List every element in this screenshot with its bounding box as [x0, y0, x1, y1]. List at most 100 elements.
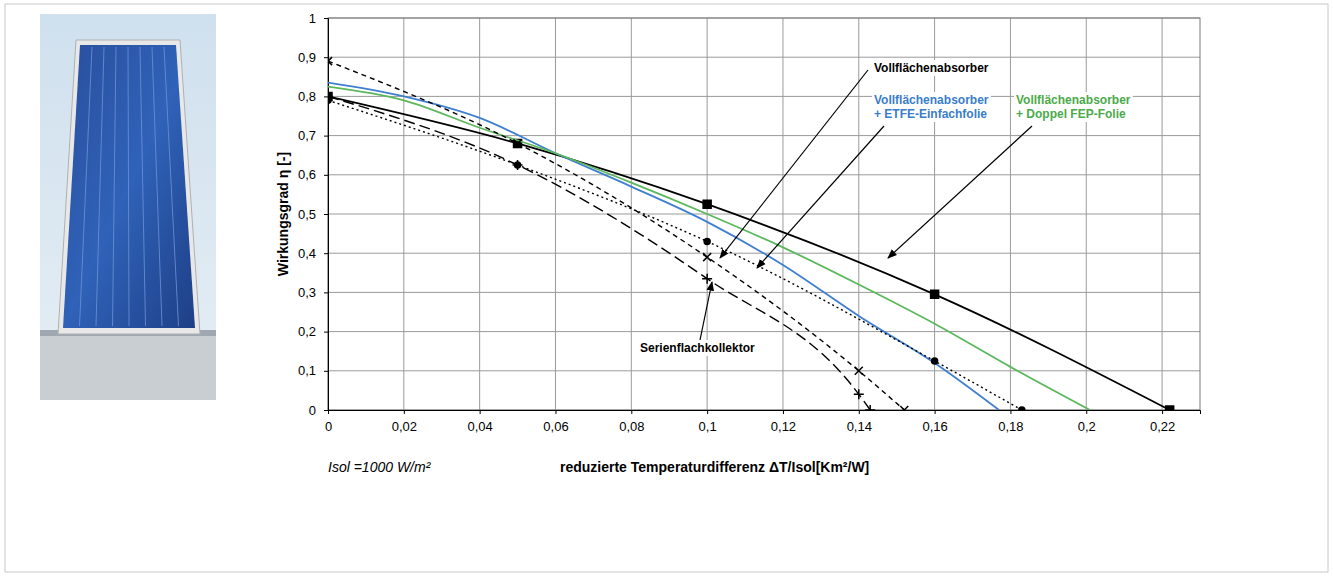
y-tick-mark: [324, 175, 328, 176]
y-tick-mark: [324, 253, 328, 254]
x-tick: 0: [325, 410, 332, 434]
x-tick-label: 0,2: [1078, 419, 1096, 434]
x-tick-label: 0,06: [543, 419, 568, 434]
grid-line-y: [328, 370, 1200, 371]
photo-background: [40, 14, 216, 400]
x-tick-mark: [935, 410, 936, 414]
x-tick-mark: [404, 410, 405, 414]
annotation-arrow: [700, 282, 712, 340]
x-tick: 0,1: [699, 410, 717, 434]
collector-strip: [140, 47, 146, 326]
series-marker: [514, 139, 522, 147]
photo-stand: [40, 336, 216, 400]
annotation: Serienflachkollektor: [638, 282, 757, 356]
y-tick-label: 0,9: [298, 50, 316, 65]
series-group: [328, 57, 1174, 410]
x-tick-label: 0,12: [771, 419, 796, 434]
y-tick: 0: [309, 403, 328, 418]
x-tick: 0,02: [392, 410, 417, 434]
x-tick-label: 0,02: [392, 419, 417, 434]
annotation-text: Serienflachkollektor: [640, 341, 755, 355]
y-axis-line: [324, 19, 329, 411]
x-tick-mark: [859, 410, 860, 414]
y-tick: 0,9: [298, 50, 328, 65]
collector-strip: [96, 47, 104, 326]
collector-frame: [58, 40, 200, 334]
annotation-arrow: [888, 126, 1032, 258]
annotation: Vollflächenabsorber+ ETFE-Einfachfolie: [757, 92, 991, 268]
note: Isol =1000 W/m²: [328, 459, 432, 475]
annotation-line: Vollflächenabsorber: [874, 93, 989, 107]
grid-line-y: [328, 292, 1200, 293]
annotation-line: Vollflächenabsorber: [874, 61, 989, 75]
x-tick: 0,12: [771, 410, 796, 434]
x-tick-mark: [555, 410, 556, 414]
x-tick-label: 0,08: [619, 419, 644, 434]
series-marker: [703, 200, 711, 208]
series-line: [328, 61, 904, 410]
y-axis: 00,10,20,30,40,50,60,70,80,91: [298, 11, 329, 418]
x-tick: 0,18: [998, 410, 1023, 434]
x-tick: 0,14: [847, 410, 872, 434]
collector-strip: [128, 47, 129, 326]
y-tick-label: 1: [309, 11, 316, 26]
series-marker: [703, 253, 711, 261]
series-marker: [1166, 406, 1174, 410]
collector-strip: [164, 47, 179, 326]
y-tick-mark: [324, 136, 328, 137]
grid-line-y: [328, 57, 1200, 58]
grid: [328, 18, 1200, 410]
y-tick-label: 0,5: [298, 207, 316, 222]
x-tick: 0,22: [1150, 410, 1175, 434]
annotation-background: [872, 60, 991, 76]
series-marker: [328, 57, 332, 65]
annotation-background: [638, 340, 757, 356]
y-tick-label: 0: [309, 403, 316, 418]
photo-ground: [40, 330, 216, 400]
x-tick: 0,16: [922, 410, 947, 434]
series-line: [328, 87, 1090, 410]
x-tick: 0,2: [1078, 410, 1096, 434]
grid-line-y: [328, 135, 1200, 136]
x-tick-label: 0,14: [847, 419, 872, 434]
annotation-line: + Doppel FEP-Folie: [1016, 107, 1126, 121]
annotation-arrow: [757, 126, 884, 268]
y-tick-mark: [324, 410, 328, 411]
figure-frame: [5, 4, 1328, 572]
series-marker: [702, 274, 712, 284]
plot: 0 0,02 0,04 0,06 0,08 0,1 0,12 0,14 0,16 0,18 0,2 0…: [298, 11, 1201, 435]
x-axis-title: reduzierte Temperaturdifferenz ΔT/Isol[K…: [560, 459, 869, 475]
x-tick-mark: [480, 410, 481, 414]
annotation-background: [1014, 92, 1133, 122]
series-marker: [854, 389, 864, 399]
y-tick-mark: [324, 96, 328, 97]
annotation-text: Vollflächenabsorber+ Doppel FEP-Folie: [1016, 93, 1131, 121]
annotation-line: Serienflachkollektor: [640, 341, 755, 355]
series-marker: [704, 238, 710, 244]
y-tick-label: 0,2: [298, 324, 316, 339]
y-tick-label: 0,8: [298, 89, 316, 104]
annotation-text: Vollflächenabsorber: [874, 61, 989, 75]
series-marker: [328, 91, 333, 101]
annotations: VollflächenabsorberVollflächenabsorber+ …: [638, 60, 1133, 356]
y-axis-title: Wirkungsgrad η [-]: [275, 152, 291, 276]
annotation: Vollflächenabsorber: [720, 60, 991, 258]
y-tick-label: 0,3: [298, 285, 316, 300]
x-tick-label: 0,22: [1150, 419, 1175, 434]
figure: 0 0,02 0,04 0,06 0,08 0,1 0,12 0,14 0,16 0,18 0,2 0…: [0, 0, 1333, 577]
x-tick-label: 0: [325, 419, 332, 434]
series-marker: [932, 358, 938, 364]
annotation: Vollflächenabsorber+ Doppel FEP-Folie: [888, 92, 1133, 258]
annotation-line: + ETFE-Einfachfolie: [874, 107, 987, 121]
series-line: [328, 100, 1022, 410]
x-tick-label: 0,1: [699, 419, 717, 434]
x-tick-mark: [631, 410, 632, 414]
annotation-line: Vollflächenabsorber: [1016, 93, 1131, 107]
x-tick-mark: [783, 410, 784, 414]
y-tick-mark: [324, 214, 328, 215]
y-tick: 0,7: [298, 128, 328, 143]
y-tick-mark: [324, 292, 328, 293]
x-tick-label: 0,04: [467, 419, 492, 434]
series-marker: [855, 367, 863, 375]
y-tick: 0,4: [298, 246, 328, 261]
